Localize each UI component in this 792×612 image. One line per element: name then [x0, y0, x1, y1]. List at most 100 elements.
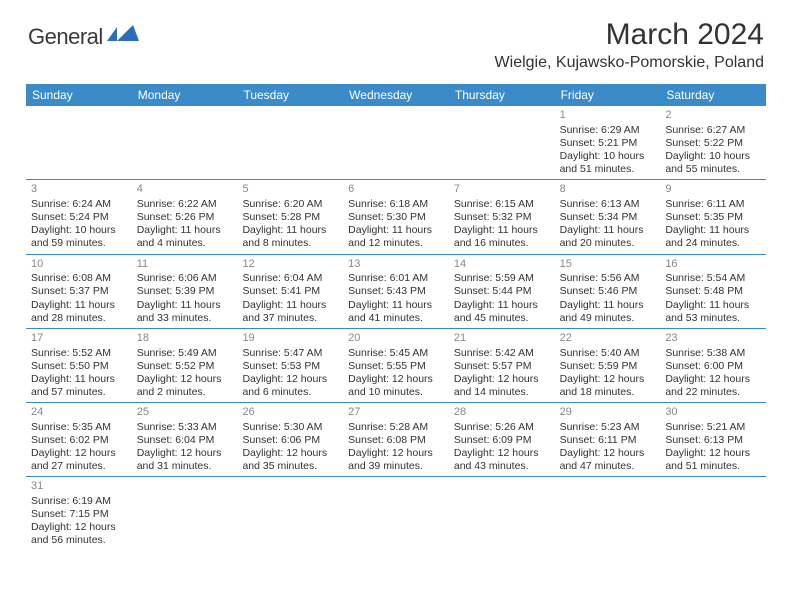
day-number: 25 — [137, 406, 232, 420]
day-header-tuesday: Tuesday — [237, 84, 343, 106]
sunset-line: Sunset: 6:08 PM — [348, 434, 443, 447]
day-number: 14 — [454, 258, 549, 272]
day-number: 27 — [348, 406, 443, 420]
sunrise-line: Sunrise: 6:01 AM — [348, 272, 443, 285]
day-number: 12 — [242, 258, 337, 272]
day1-line: Daylight: 11 hours — [560, 299, 655, 312]
day-cell: 23Sunrise: 5:38 AMSunset: 6:00 PMDayligh… — [660, 329, 766, 402]
day-cell: 2Sunrise: 6:27 AMSunset: 5:22 PMDaylight… — [660, 106, 766, 179]
day1-line: Daylight: 12 hours — [242, 447, 337, 460]
day-number: 24 — [31, 406, 126, 420]
sunrise-line: Sunrise: 6:18 AM — [348, 198, 443, 211]
day2-line: and 55 minutes. — [665, 163, 760, 176]
sunrise-line: Sunrise: 5:52 AM — [31, 347, 126, 360]
day-header-thursday: Thursday — [449, 84, 555, 106]
sunrise-line: Sunrise: 6:20 AM — [242, 198, 337, 211]
day-cell: 30Sunrise: 5:21 AMSunset: 6:13 PMDayligh… — [660, 403, 766, 476]
day1-line: Daylight: 11 hours — [31, 299, 126, 312]
day-cell: 20Sunrise: 5:45 AMSunset: 5:55 PMDayligh… — [343, 329, 449, 402]
day-number: 31 — [31, 480, 126, 494]
day-header-friday: Friday — [555, 84, 661, 106]
day2-line: and 12 minutes. — [348, 237, 443, 250]
sunset-line: Sunset: 7:15 PM — [31, 508, 126, 521]
sunset-line: Sunset: 5:34 PM — [560, 211, 655, 224]
sunset-line: Sunset: 5:59 PM — [560, 360, 655, 373]
sunrise-line: Sunrise: 5:33 AM — [137, 421, 232, 434]
day1-line: Daylight: 12 hours — [665, 447, 760, 460]
sunset-line: Sunset: 5:24 PM — [31, 211, 126, 224]
day1-line: Daylight: 10 hours — [665, 150, 760, 163]
day-number: 8 — [560, 183, 655, 197]
sunset-line: Sunset: 5:52 PM — [137, 360, 232, 373]
sunrise-line: Sunrise: 5:42 AM — [454, 347, 549, 360]
sunset-line: Sunset: 5:28 PM — [242, 211, 337, 224]
title-block: March 2024 Wielgie, Kujawsko-Pomorskie, … — [495, 18, 764, 72]
day1-line: Daylight: 12 hours — [31, 521, 126, 534]
sunset-line: Sunset: 5:30 PM — [348, 211, 443, 224]
day2-line: and 37 minutes. — [242, 312, 337, 325]
day-cell: 16Sunrise: 5:54 AMSunset: 5:48 PMDayligh… — [660, 255, 766, 328]
day1-line: Daylight: 12 hours — [242, 373, 337, 386]
calendar: SundayMondayTuesdayWednesdayThursdayFrid… — [26, 84, 766, 551]
day2-line: and 14 minutes. — [454, 386, 549, 399]
day2-line: and 20 minutes. — [560, 237, 655, 250]
sunset-line: Sunset: 5:55 PM — [348, 360, 443, 373]
day-cell: 25Sunrise: 5:33 AMSunset: 6:04 PMDayligh… — [132, 403, 238, 476]
sunset-line: Sunset: 6:06 PM — [242, 434, 337, 447]
blue-triangle-icon — [105, 23, 141, 48]
empty-cell — [237, 477, 343, 550]
day-header-monday: Monday — [132, 84, 238, 106]
sunset-line: Sunset: 5:37 PM — [31, 285, 126, 298]
day-number: 10 — [31, 258, 126, 272]
day-number: 3 — [31, 183, 126, 197]
day-number: 30 — [665, 406, 760, 420]
day2-line: and 22 minutes. — [665, 386, 760, 399]
day1-line: Daylight: 11 hours — [242, 299, 337, 312]
day-number: 23 — [665, 332, 760, 346]
sunset-line: Sunset: 6:13 PM — [665, 434, 760, 447]
day1-line: Daylight: 12 hours — [560, 373, 655, 386]
week-row: 10Sunrise: 6:08 AMSunset: 5:37 PMDayligh… — [26, 255, 766, 329]
day-cell: 11Sunrise: 6:06 AMSunset: 5:39 PMDayligh… — [132, 255, 238, 328]
day2-line: and 53 minutes. — [665, 312, 760, 325]
sunset-line: Sunset: 5:26 PM — [137, 211, 232, 224]
day-number: 21 — [454, 332, 549, 346]
empty-cell — [660, 477, 766, 550]
day-cell: 10Sunrise: 6:08 AMSunset: 5:37 PMDayligh… — [26, 255, 132, 328]
sunrise-line: Sunrise: 6:08 AM — [31, 272, 126, 285]
day-cell: 28Sunrise: 5:26 AMSunset: 6:09 PMDayligh… — [449, 403, 555, 476]
empty-cell — [237, 106, 343, 179]
day2-line: and 45 minutes. — [454, 312, 549, 325]
sunrise-line: Sunrise: 5:30 AM — [242, 421, 337, 434]
day-number: 15 — [560, 258, 655, 272]
day1-line: Daylight: 11 hours — [137, 224, 232, 237]
sunrise-line: Sunrise: 5:45 AM — [348, 347, 443, 360]
day1-line: Daylight: 10 hours — [560, 150, 655, 163]
sunset-line: Sunset: 6:02 PM — [31, 434, 126, 447]
day-header-wednesday: Wednesday — [343, 84, 449, 106]
sunset-line: Sunset: 5:39 PM — [137, 285, 232, 298]
day2-line: and 51 minutes. — [560, 163, 655, 176]
day-cell: 4Sunrise: 6:22 AMSunset: 5:26 PMDaylight… — [132, 180, 238, 253]
day-cell: 19Sunrise: 5:47 AMSunset: 5:53 PMDayligh… — [237, 329, 343, 402]
empty-cell — [449, 106, 555, 179]
sunset-line: Sunset: 5:43 PM — [348, 285, 443, 298]
day2-line: and 59 minutes. — [31, 237, 126, 250]
sunrise-line: Sunrise: 5:40 AM — [560, 347, 655, 360]
day-cell: 8Sunrise: 6:13 AMSunset: 5:34 PMDaylight… — [555, 180, 661, 253]
day-number: 22 — [560, 332, 655, 346]
day-cell: 21Sunrise: 5:42 AMSunset: 5:57 PMDayligh… — [449, 329, 555, 402]
empty-cell — [132, 477, 238, 550]
day-number: 5 — [242, 183, 337, 197]
empty-cell — [26, 106, 132, 179]
day-number: 20 — [348, 332, 443, 346]
day-number: 18 — [137, 332, 232, 346]
day-cell: 1Sunrise: 6:29 AMSunset: 5:21 PMDaylight… — [555, 106, 661, 179]
day-cell: 26Sunrise: 5:30 AMSunset: 6:06 PMDayligh… — [237, 403, 343, 476]
sunrise-line: Sunrise: 6:24 AM — [31, 198, 126, 211]
day2-line: and 27 minutes. — [31, 460, 126, 473]
sunrise-line: Sunrise: 6:15 AM — [454, 198, 549, 211]
sunrise-line: Sunrise: 6:29 AM — [560, 124, 655, 137]
day1-line: Daylight: 12 hours — [348, 373, 443, 386]
sunrise-line: Sunrise: 5:26 AM — [454, 421, 549, 434]
